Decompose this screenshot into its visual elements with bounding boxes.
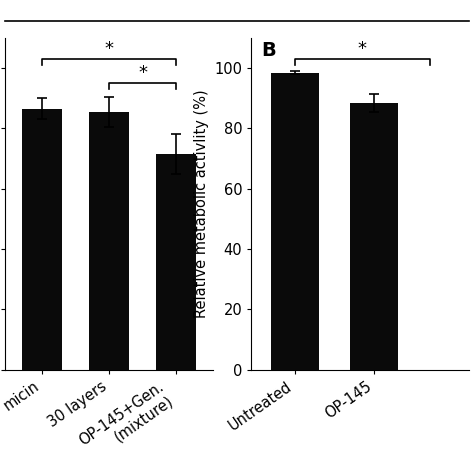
Bar: [89, 112, 129, 370]
Bar: [156, 154, 197, 370]
Text: *: *: [138, 64, 147, 82]
Text: *: *: [358, 39, 367, 57]
Text: *: *: [105, 39, 113, 57]
Bar: [350, 103, 398, 370]
Y-axis label: Relative metabolic activlity (%): Relative metabolic activlity (%): [194, 90, 209, 318]
Bar: [21, 109, 62, 370]
Text: B: B: [262, 41, 276, 60]
Bar: [271, 73, 319, 370]
